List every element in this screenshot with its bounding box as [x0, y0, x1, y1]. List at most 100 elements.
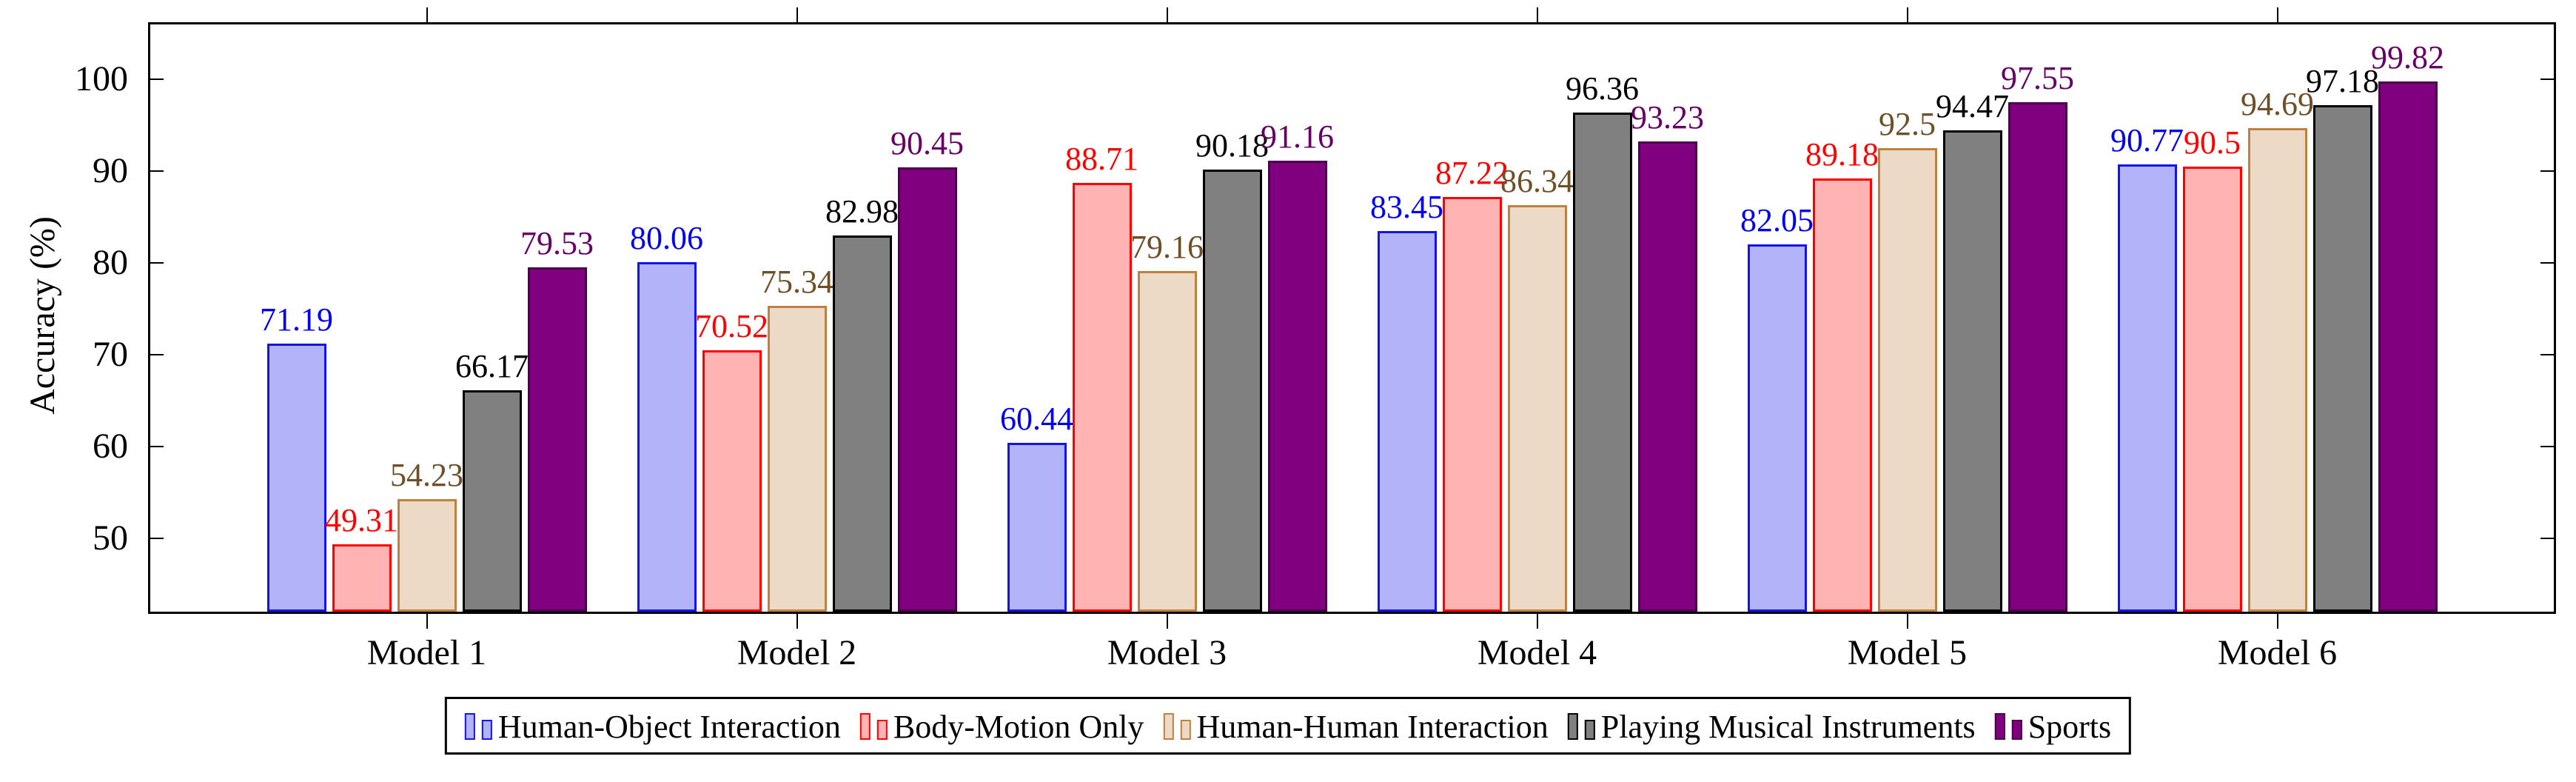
bar	[637, 262, 697, 612]
legend-item: Sports	[1994, 709, 2111, 745]
x-tick-bottom	[426, 614, 428, 629]
bar-value-label: 97.55	[2001, 59, 2074, 96]
bar-value-label: 82.98	[825, 193, 899, 230]
y-tick	[150, 354, 164, 356]
bar-value-label: 91.16	[1261, 118, 1334, 155]
legend-item: Human-Human Interaction	[1163, 709, 1549, 745]
bar	[527, 267, 587, 612]
bar-value-label: 49.31	[325, 502, 398, 539]
bar	[1377, 231, 1437, 612]
x-tick-top	[1166, 7, 1168, 22]
y-tick-mirror	[2540, 78, 2554, 81]
bar	[2312, 105, 2372, 612]
x-tick-bottom	[796, 614, 798, 629]
bar	[1137, 270, 1197, 612]
bar-value-label: 82.05	[1740, 201, 1814, 238]
plot-area: 50 60 70 80 90 100 Model 1 71.19 49.31 54.23 66.17…	[75, 7, 2556, 672]
bar	[2182, 167, 2242, 612]
bar-value-label: 94.47	[1936, 87, 2009, 124]
legend-bar-short	[1584, 720, 1595, 740]
y-tick-label: 50	[93, 518, 128, 558]
x-tick-top	[796, 7, 798, 22]
bar	[1747, 244, 1807, 612]
bar	[1942, 130, 2002, 612]
legend-bar-short	[876, 720, 888, 740]
bar	[1507, 204, 1567, 612]
bar	[1637, 141, 1697, 612]
bar-value-label: 83.45	[1370, 189, 1443, 226]
legend: Human-Object Interaction Body-Motion Only…	[444, 697, 2132, 755]
bar	[1007, 442, 1067, 612]
legend-bar-short	[2011, 720, 2022, 740]
bar-value-label: 90.77	[2110, 121, 2184, 158]
bar	[397, 499, 457, 612]
bar	[1877, 148, 1937, 612]
legend-bar-short	[481, 720, 492, 740]
bar-value-label: 71.19	[260, 301, 333, 338]
bar-value-label: 90.5	[2184, 124, 2241, 161]
x-category-label: Model 3	[1107, 633, 1227, 672]
bar	[266, 344, 326, 612]
y-tick-label: 70	[93, 335, 128, 375]
x-category-label: Model 4	[1477, 633, 1597, 672]
legend-label: Human-Human Interaction	[1196, 709, 1549, 745]
legend-bar-short	[1180, 720, 1191, 740]
y-tick	[150, 445, 164, 447]
y-tick-mirror	[2540, 537, 2554, 539]
bar-value-label: 66.17	[455, 347, 529, 384]
bar	[2378, 81, 2438, 612]
bar-value-label: 79.53	[520, 224, 594, 261]
bar-value-label: 70.52	[695, 307, 768, 344]
bar	[462, 390, 522, 612]
x-tick-top	[1536, 7, 1538, 22]
y-tick-label: 60	[93, 426, 128, 466]
legend-marker-icon	[1994, 712, 2023, 743]
bar-value-label: 80.06	[630, 220, 703, 257]
bar-value-label: 89.18	[1805, 136, 1879, 173]
bar-value-label: 92.5	[1879, 106, 1936, 143]
x-tick-bottom	[1906, 614, 1908, 629]
y-tick-label: 80	[93, 243, 128, 283]
bar-value-label: 97.18	[2306, 63, 2379, 100]
legend-bar-tall	[464, 713, 475, 740]
bar-value-label: 94.69	[2241, 86, 2314, 123]
bar	[1812, 178, 1872, 612]
bar-value-label: 90.45	[890, 124, 964, 161]
x-tick-bottom	[1536, 614, 1538, 629]
bar-value-label: 88.71	[1065, 141, 1138, 178]
x-category-label: Model 5	[1847, 633, 1968, 672]
bar	[1572, 113, 1632, 612]
legend-bar-tall	[1163, 713, 1174, 740]
legend-marker-icon	[464, 712, 493, 743]
bar	[2117, 164, 2177, 612]
legend-item: Human-Object Interaction	[464, 709, 841, 745]
bar-value-label: 99.82	[2371, 39, 2444, 76]
legend-label: Body-Motion Only	[893, 709, 1144, 745]
bar	[832, 235, 892, 612]
y-tick-label: 100	[75, 59, 128, 99]
legend-bar-tall	[1994, 713, 2005, 740]
legend-bar-tall	[1567, 713, 1578, 740]
x-category-label: Model 1	[366, 633, 487, 672]
legend-marker-icon	[1567, 712, 1596, 743]
x-tick-top	[426, 7, 428, 22]
legend-marker-icon	[1163, 712, 1191, 743]
legend-item: Body-Motion Only	[859, 709, 1144, 745]
bar	[897, 167, 957, 612]
y-tick-label: 90	[93, 151, 128, 191]
bar	[332, 544, 392, 612]
y-tick-mirror	[2540, 445, 2554, 447]
bar	[1267, 160, 1327, 612]
bar-value-label: 54.23	[390, 457, 463, 494]
legend-item: Playing Musical Instruments	[1567, 709, 1976, 745]
x-tick-bottom	[2276, 614, 2278, 629]
bar-value-label: 86.34	[1500, 162, 1574, 199]
x-tick-bottom	[1166, 614, 1168, 629]
bar-value-label: 93.23	[1631, 99, 1704, 136]
bar	[767, 305, 827, 612]
bar-value-label: 79.16	[1130, 228, 1204, 265]
x-category-label: Model 2	[737, 633, 857, 672]
y-tick-mirror	[2540, 262, 2554, 264]
bar	[1442, 196, 1502, 612]
